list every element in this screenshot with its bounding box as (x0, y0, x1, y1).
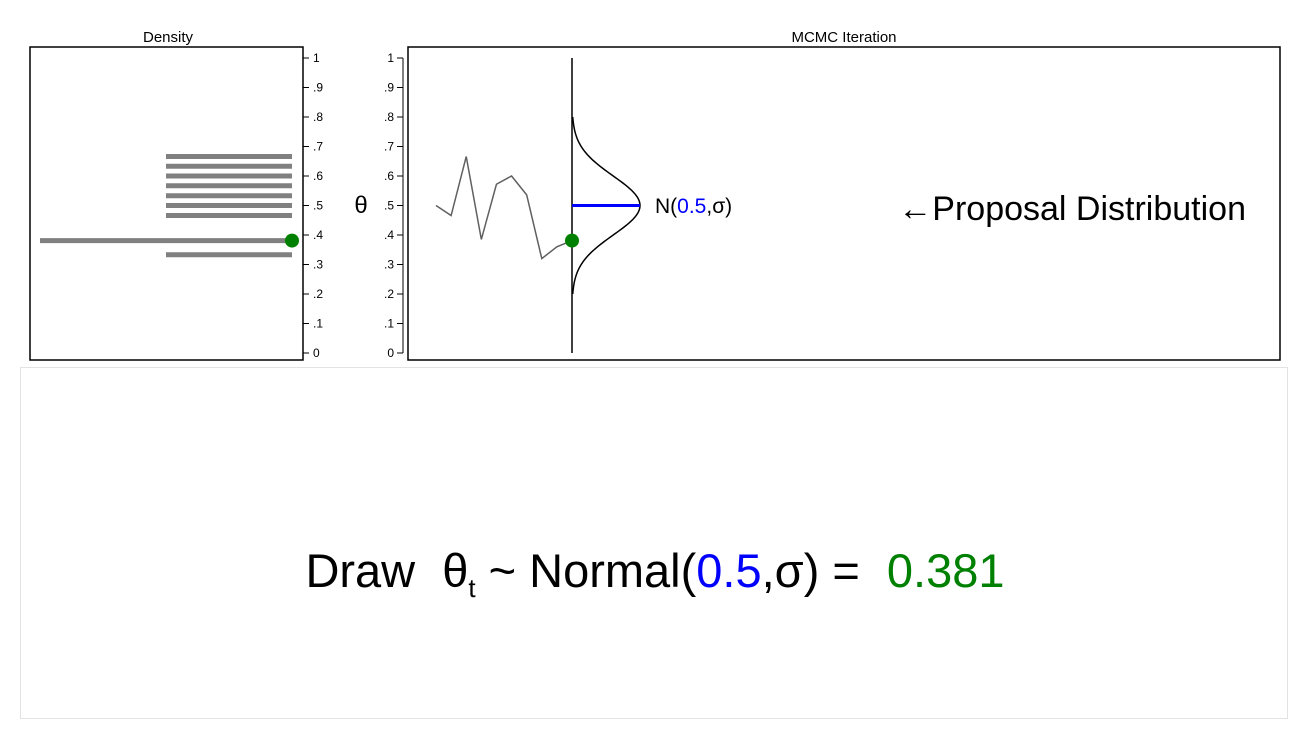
trace-tick-label: .3 (384, 258, 394, 272)
formula-sigma-close: ,σ) (761, 544, 820, 597)
density-tick-label: .5 (313, 199, 323, 213)
density-y-ticks: 0 .1 .2 .3 .4 .5 .6 .7 .8 .9 1 (303, 51, 323, 360)
trace-tick-label: .8 (384, 110, 394, 124)
formula-equals: = (832, 544, 860, 597)
density-tick-label: .1 (313, 317, 323, 331)
trace-draw-point (565, 233, 579, 248)
trace-tick-label: .4 (384, 228, 394, 242)
formula-tilde: ~ (488, 544, 517, 597)
mcmc-figure: Density 0 .1 .2 .3 .4 .5 .6 .7 .8 .9 1 MCMC Iterat… (29, 29, 1281, 361)
formula-theta: θ (442, 544, 469, 597)
density-title: Density (143, 29, 194, 46)
trace-tick-label: .6 (384, 169, 394, 183)
theta-axis-label: θ (354, 192, 367, 219)
draw-formula: Draw θt ~ Normal(0.5,σ) = 0.381 (21, 543, 1289, 616)
formula-normal-open: Normal( (529, 544, 697, 597)
proposal-label-suffix: ,σ) (706, 195, 732, 218)
formula-subscript: t (468, 573, 476, 603)
formula-value: 0.381 (886, 544, 1005, 597)
trace-y-ticks: 0 .1 .2 .3 .4 .5 .6 .7 .8 .9 1 (384, 51, 403, 360)
proposal-label-mean: 0.5 (677, 195, 706, 218)
formula-draw: Draw (305, 544, 416, 597)
trace-title: MCMC Iteration (791, 29, 896, 46)
density-tick-label: .3 (313, 258, 323, 272)
density-tick-label: .4 (313, 228, 323, 242)
trace-tick-label: 0 (387, 346, 394, 360)
density-tick-label: .6 (313, 169, 323, 183)
density-tick-label: .7 (313, 140, 323, 154)
trace-tick-label: .1 (384, 317, 394, 331)
trace-line (435, 156, 573, 260)
trace-tick-label: .5 (384, 199, 394, 213)
trace-tick-label: 1 (387, 51, 394, 65)
density-tick-label: 1 (313, 51, 320, 65)
trace-plot-frame (407, 46, 1281, 361)
proposal-label: N(0.5,σ) (655, 195, 732, 218)
density-tick-label: 0 (313, 346, 320, 360)
density-tick-label: .2 (313, 287, 323, 301)
density-draw-point (285, 233, 299, 248)
trace-tick-label: .2 (384, 287, 394, 301)
trace-layer (435, 58, 641, 353)
caption-panel: Draw θt ~ Normal(0.5,σ) = 0.381 (20, 367, 1288, 719)
proposal-annotation: ←Proposal Distribution (898, 190, 1246, 228)
density-tick-label: .8 (313, 110, 323, 124)
trace-tick-label: .7 (384, 140, 394, 154)
proposal-label-prefix: N( (655, 195, 677, 218)
formula-mean: 0.5 (696, 544, 762, 597)
density-tick-label: .9 (313, 81, 323, 95)
trace-tick-label: .9 (384, 81, 394, 95)
density-bars (40, 154, 299, 258)
